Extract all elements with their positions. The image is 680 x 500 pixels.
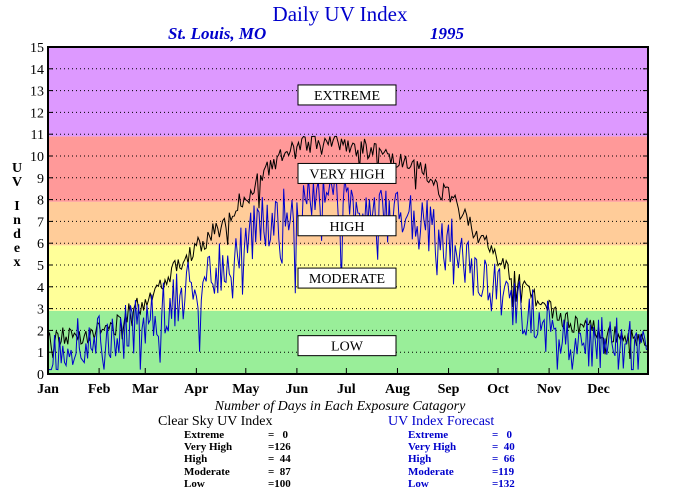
forecast-title: UV Index Forecast: [388, 414, 495, 429]
stats-title: Number of Days in Each Exposure Catagory: [214, 399, 466, 414]
clear-sky-title: Clear Sky UV Index: [158, 414, 273, 429]
band-label-high: HIGH: [330, 220, 365, 235]
y-tick-label: 15: [30, 41, 44, 56]
y-tick-label: 6: [37, 237, 44, 252]
y-tick-label: 5: [37, 259, 44, 274]
y-tick-label: 3: [37, 303, 44, 318]
forecast-row-moderate: Moderate =119: [408, 465, 515, 478]
chart-title: Daily UV Index: [272, 2, 408, 26]
y-tick-label: 10: [30, 150, 44, 165]
clear-sky-row-low: Low =100: [184, 477, 291, 490]
x-tick-label: Apr: [184, 382, 208, 397]
y-tick-label: 12: [30, 106, 44, 121]
x-tick-label: Dec: [587, 382, 610, 397]
location-label: St. Louis, MO: [168, 24, 267, 43]
clear-sky-row-extreme: Extreme = 0: [184, 429, 289, 441]
forecast-row-high: High = 66: [408, 453, 515, 466]
band-label-moderate: MODERATE: [309, 272, 385, 287]
forecast-row-very-high: Very High = 40: [408, 441, 515, 454]
y-tick-label: 13: [30, 85, 44, 100]
band-label-box-extreme: [297, 84, 397, 106]
x-tick-label: Aug: [385, 382, 410, 397]
year-label: 1995: [430, 24, 464, 43]
y-axis-label-letter: n: [13, 213, 21, 228]
forecast-row-extreme: Extreme = 0: [408, 429, 513, 441]
x-tick-label: Sep: [438, 382, 460, 397]
y-axis-label-letter: U: [12, 161, 22, 176]
x-tick-label: Feb: [88, 382, 111, 397]
band-label-extreme: EXTREME: [314, 89, 380, 104]
x-tick-label: Nov: [537, 382, 561, 397]
y-tick-label: 0: [37, 368, 44, 383]
series-line-uv-index-forecast: [48, 176, 649, 371]
y-tick-label: 2: [37, 324, 44, 339]
band-label-box-very-high: [297, 162, 397, 184]
y-tick-label: 7: [37, 215, 44, 230]
y-axis-label-letter: x: [14, 255, 21, 270]
band-label-box-low: [297, 335, 397, 357]
y-tick-label: 8: [37, 194, 44, 209]
x-tick-label: Jan: [37, 382, 59, 397]
x-tick-label: Oct: [487, 382, 509, 397]
y-tick-label: 1: [37, 346, 44, 361]
clear-sky-row-high: High = 44: [184, 453, 291, 466]
y-axis-label-letter: V: [12, 175, 22, 190]
forecast-stats: Extreme = 0 Very High = 40 High = 66 Modera…: [408, 429, 515, 490]
band-label-box-moderate: [297, 267, 397, 289]
y-tick-label: 9: [37, 172, 44, 187]
band-label-box-high: [297, 215, 397, 237]
clear-sky-row-very-high: Very High =126: [184, 441, 291, 454]
y-tick-label: 14: [30, 63, 44, 78]
y-tick-label: 11: [31, 128, 44, 143]
clear-sky-row-moderate: Moderate = 87: [184, 465, 291, 478]
plot-frame: [47, 46, 649, 375]
band-label-low: LOW: [331, 340, 364, 355]
clear-sky-stats: Extreme = 0 Very High =126 High = 44 Modera…: [184, 429, 291, 490]
y-axis-label-letter: d: [13, 227, 21, 242]
y-tick-label: 4: [37, 281, 44, 296]
forecast-row-low: Low =132: [408, 477, 515, 490]
x-tick-label: Mar: [132, 382, 158, 397]
y-axis-label-letter: I: [14, 199, 19, 214]
x-tick-label: Jun: [286, 382, 309, 397]
x-tick-label: May: [232, 382, 259, 397]
x-tick-label: Jul: [337, 382, 356, 397]
band-label-very-high: VERY HIGH: [309, 167, 384, 182]
y-axis-label-letter: e: [14, 241, 20, 256]
